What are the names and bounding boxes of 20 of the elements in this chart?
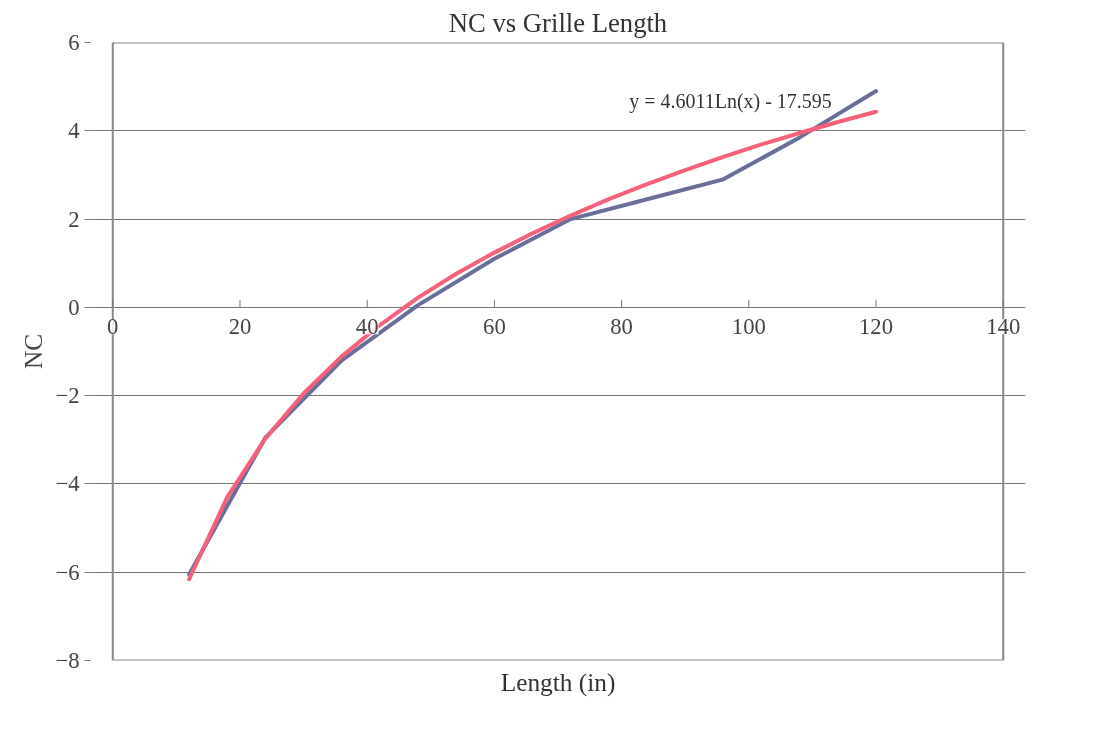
x-tick-label: 0 bbox=[107, 314, 119, 340]
y-tick-label: −4 bbox=[55, 471, 80, 497]
x-tick-label: 40 bbox=[355, 314, 379, 340]
x-tick-label: 100 bbox=[731, 314, 766, 340]
y-tick-label: −2 bbox=[55, 383, 80, 409]
x-tick-label: 120 bbox=[859, 314, 894, 340]
y-tick-label: 0 bbox=[68, 294, 80, 320]
x-axis-title: Length (in) bbox=[500, 667, 616, 697]
y-tick-label: −8 bbox=[55, 648, 80, 673]
y-tick-label: 2 bbox=[68, 206, 80, 232]
y-axis-title: NC bbox=[19, 333, 48, 370]
x-tick-label: 60 bbox=[483, 314, 506, 340]
chart-title: NC vs Grille Length bbox=[448, 7, 668, 38]
y-tick-label: 4 bbox=[68, 118, 80, 144]
y-tick-label: 6 bbox=[68, 30, 80, 55]
x-tick-label: 20 bbox=[228, 314, 252, 340]
x-tick-label: 140 bbox=[986, 314, 1021, 340]
x-tick-label: 80 bbox=[610, 314, 633, 340]
annotation: y = 4.6011Ln(x) - 17.595 bbox=[629, 89, 832, 113]
y-tick-label: −6 bbox=[55, 559, 80, 585]
